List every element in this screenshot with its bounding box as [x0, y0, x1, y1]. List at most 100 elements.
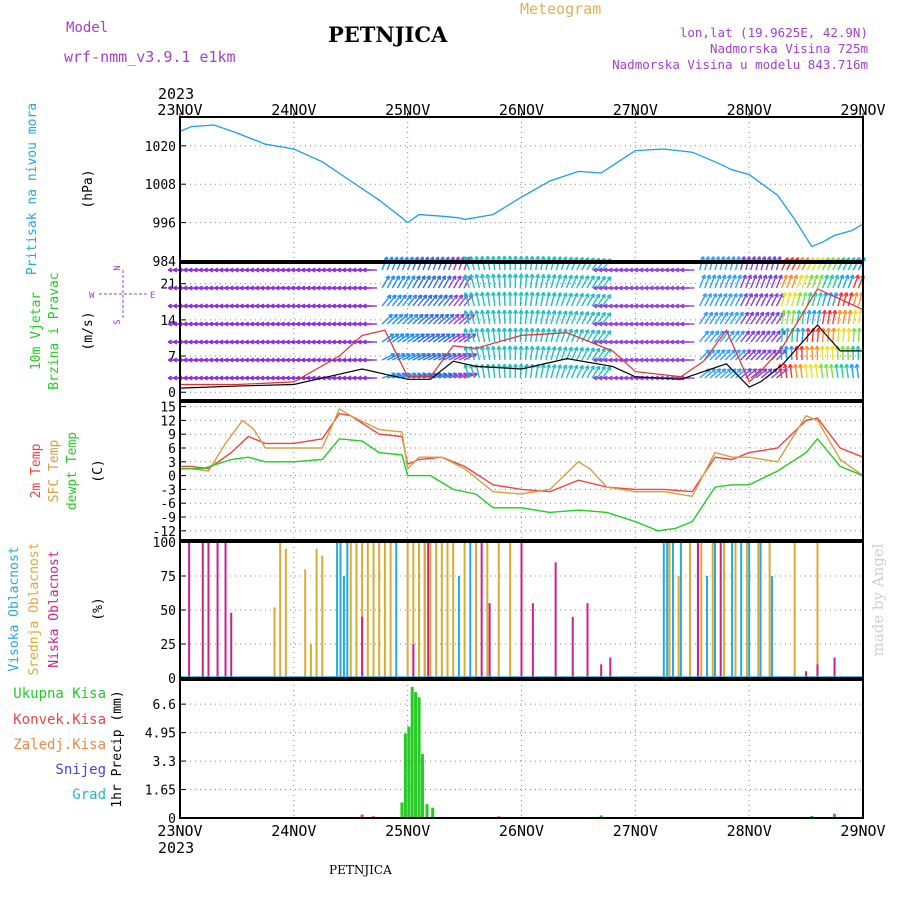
wind-arrow — [704, 330, 715, 343]
wind-arrow — [412, 275, 421, 289]
wind-arrow-head — [311, 285, 316, 289]
wind-arrow-head — [778, 330, 781, 336]
wind-arrow-head — [654, 285, 659, 289]
y-tick-label: 1008 — [145, 178, 176, 193]
wind-arrow-head — [244, 339, 249, 343]
wind-arrow-head — [664, 267, 670, 271]
cloud-mid-bar — [474, 542, 477, 678]
wind-arrow — [596, 294, 606, 307]
wind-arrow — [432, 294, 443, 307]
wind-arrow-head — [357, 357, 362, 361]
precip-legend-1: Ukupna Kisa — [13, 686, 106, 702]
wind-arrow-head — [173, 267, 178, 271]
cloud-low-bar — [816, 664, 819, 678]
cloud-mid-bar — [711, 542, 714, 678]
wind-arrow-head — [804, 363, 809, 368]
wind-arrow-head — [857, 345, 861, 350]
wind-arrow-head — [244, 303, 249, 307]
cloud-low-bar — [427, 542, 430, 678]
wind-arrow-head — [514, 327, 519, 332]
wind-arrow-head — [492, 363, 496, 368]
wind-arrow — [704, 274, 711, 289]
wind-arrow — [524, 345, 528, 361]
wind-arrow — [760, 274, 767, 289]
wind-arrow-head — [748, 349, 752, 354]
temperature-frame — [179, 401, 864, 541]
wind-arrow-head — [464, 364, 469, 368]
wind-arrow — [576, 329, 584, 343]
wind-arrow-head — [316, 339, 321, 343]
wind-arrow-head — [649, 303, 654, 307]
wind-arrow-head — [733, 256, 736, 261]
wind-arrow-head — [565, 346, 568, 351]
wind-arrow-head — [707, 349, 711, 354]
wind-arrow-head — [520, 345, 524, 350]
wind-arrow-head — [357, 321, 362, 325]
wind-arrow — [386, 333, 400, 343]
wind-arrow-head — [208, 285, 214, 289]
wind-arrow-head — [559, 292, 562, 297]
wind-arrow-head — [806, 345, 810, 350]
wind-arrow-head — [244, 321, 249, 325]
wind-arrow — [789, 364, 793, 379]
wind-arrow-head — [265, 267, 270, 271]
wind-arrow-head — [357, 375, 362, 379]
wind-arrow-head — [167, 285, 173, 289]
wind-arrow — [464, 364, 470, 379]
wind-arrow-head — [628, 267, 634, 271]
wind-arrow — [709, 311, 719, 325]
wind-arrow — [576, 347, 584, 361]
wind-arrow — [555, 310, 562, 325]
wind-arrow — [832, 292, 838, 307]
wind-arrow — [443, 373, 458, 379]
wind-arrow-head — [311, 357, 316, 361]
x-tick-label-top: 25NOV — [385, 101, 430, 119]
wind-arrow-head — [609, 276, 612, 281]
wind-arrow — [443, 313, 455, 325]
wind-arrow — [842, 310, 847, 325]
wind-arrow-head — [714, 274, 717, 280]
wind-arrow — [486, 274, 491, 289]
wind-arrow-head — [548, 292, 552, 297]
wind-arrow-head — [290, 303, 296, 307]
wind-arrow-head — [816, 274, 819, 280]
wind-arrow — [855, 364, 860, 379]
precipitation-panel — [180, 680, 863, 819]
wind-arrow — [524, 273, 528, 289]
wind-arrow — [724, 274, 731, 289]
wind-arrow-head — [475, 255, 480, 260]
wind-arrow — [586, 347, 595, 361]
wind-arrow-head — [649, 285, 654, 289]
wind-arrow — [755, 311, 765, 325]
y-tick-label: 21 — [160, 278, 176, 293]
wind-arrow-head — [306, 267, 311, 271]
wind-arrow-head — [623, 285, 629, 289]
wind-arrow-head — [543, 274, 546, 279]
wind-arrow — [699, 349, 710, 361]
wind-arrow — [811, 274, 819, 289]
wind-arrow — [519, 273, 522, 289]
wind-arrow — [492, 292, 496, 307]
pressure-ylabel: Pritisak na nivou mora — [25, 103, 40, 275]
cloud-mid-bar — [509, 542, 512, 678]
wind-arrow-head — [618, 303, 623, 307]
wind-arrow — [550, 292, 556, 307]
cloud-mid-bar — [361, 542, 364, 678]
wind-arrow — [396, 275, 405, 289]
wind-arrow-head — [728, 256, 731, 261]
wind-arrow-head — [265, 303, 270, 307]
compass-e: E — [150, 291, 155, 301]
wind-arrow-head — [229, 267, 234, 271]
wind-arrow — [381, 275, 390, 289]
cloud-low-bar — [412, 644, 415, 678]
wind-arrow — [847, 310, 852, 325]
wind-arrow-head — [486, 309, 491, 314]
wind-arrow-head — [675, 267, 680, 271]
wind-arrow-head — [618, 339, 623, 343]
wind-arrow-head — [198, 285, 203, 289]
wind-arrow — [837, 310, 842, 325]
wind-arrow-head — [249, 339, 255, 343]
wind-arrow-head — [825, 363, 829, 368]
wind-arrow-head — [486, 327, 491, 332]
wind-arrow-head — [559, 310, 562, 315]
